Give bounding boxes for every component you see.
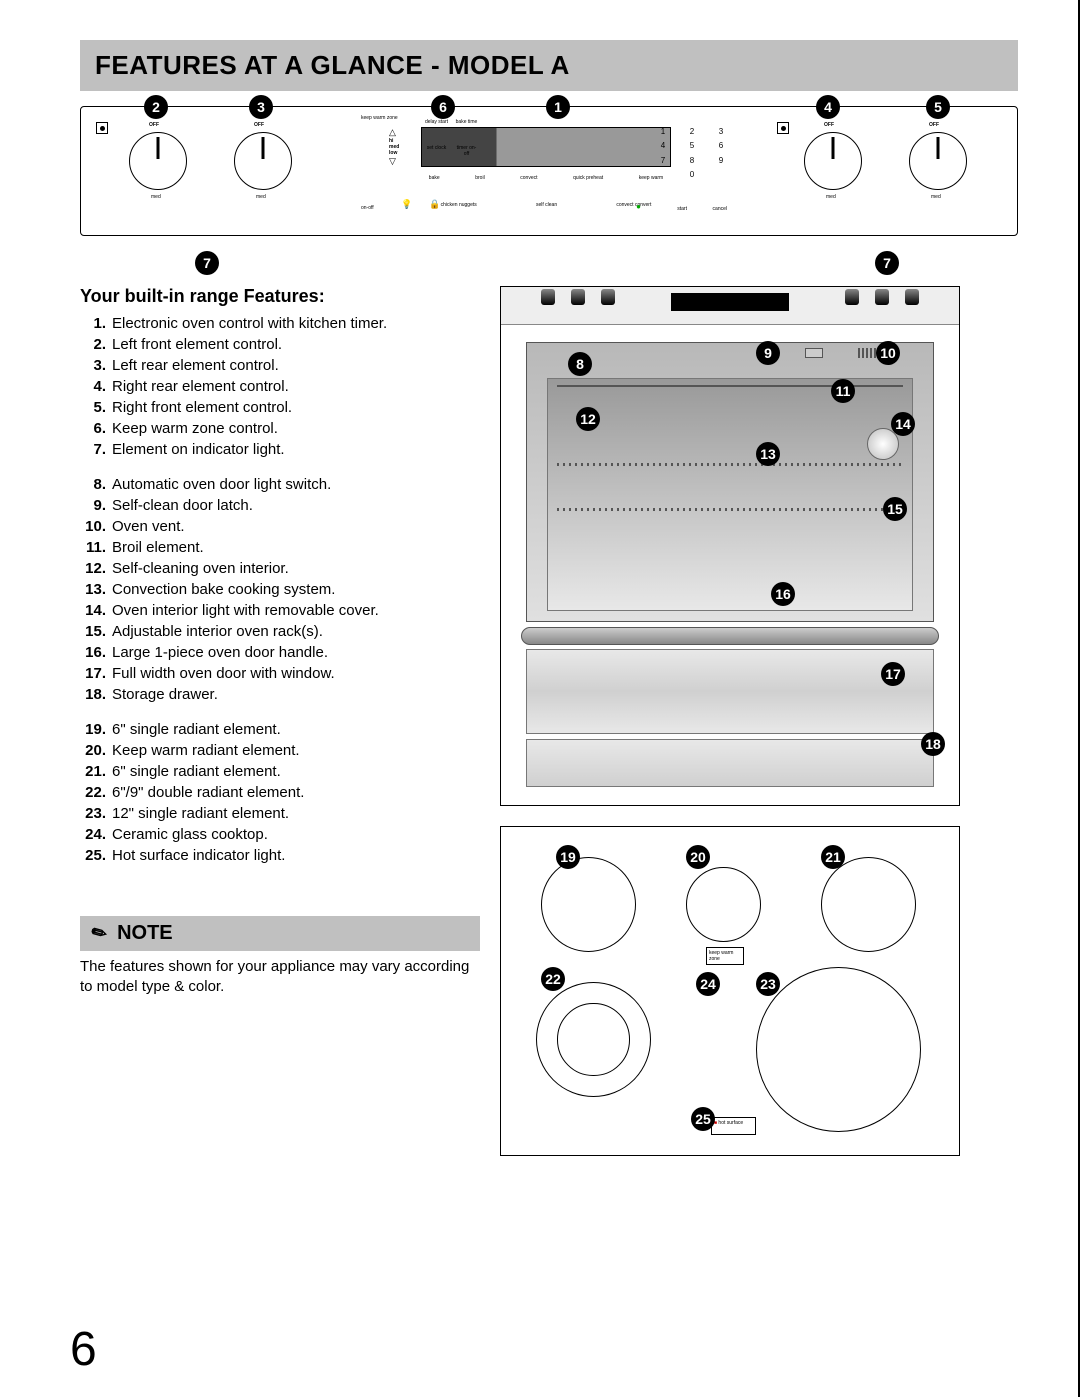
door-latch xyxy=(805,348,823,358)
burner-element xyxy=(821,857,916,952)
feature-item: 7.Element on indicator light. xyxy=(80,439,480,460)
feature-item: 21.6" single radiant element. xyxy=(80,761,480,782)
feature-item: 17.Full width oven door with window. xyxy=(80,663,480,684)
feature-item: 10.Oven vent. xyxy=(80,516,480,537)
callout-badge: 6 xyxy=(431,95,455,119)
control-knob xyxy=(129,132,187,190)
burner-element xyxy=(536,982,651,1097)
callout-badge: 2 xyxy=(144,95,168,119)
callout-badge: 9 xyxy=(756,341,780,365)
feature-item: 8.Automatic oven door light switch. xyxy=(80,474,480,495)
burner-element xyxy=(686,867,761,942)
hot-surface-box: ■ hot surface xyxy=(711,1117,756,1135)
callout-badge: 8 xyxy=(568,352,592,376)
oven-door xyxy=(526,649,934,734)
callout-badge: 15 xyxy=(883,497,907,521)
feature-item: 4.Right rear element control. xyxy=(80,376,480,397)
indicator-light xyxy=(777,122,789,134)
keep-warm-label: keep warm zone xyxy=(361,115,398,121)
feature-item: 24.Ceramic glass cooktop. xyxy=(80,824,480,845)
feature-item: 18.Storage drawer. xyxy=(80,684,480,705)
features-group-2: 8.Automatic oven door light switch.9.Sel… xyxy=(80,474,480,705)
led-green: ● xyxy=(631,202,646,211)
callout-badge: 5 xyxy=(926,95,950,119)
burner-element xyxy=(541,857,636,952)
pin-icon: ✎ xyxy=(88,921,112,947)
callout-badge: 16 xyxy=(771,582,795,606)
feature-item: 14.Oven interior light with removable co… xyxy=(80,600,480,621)
note-label: NOTE xyxy=(117,922,173,945)
feature-item: 22.6"/9" double radiant element. xyxy=(80,782,480,803)
callout-badge: 17 xyxy=(881,662,905,686)
lock-icon: 🔒 xyxy=(429,199,440,210)
feature-item: 1.Electronic oven control with kitchen t… xyxy=(80,313,480,334)
callout-badge: 11 xyxy=(831,379,855,403)
callout-badge: 7 xyxy=(875,251,899,275)
feature-item: 16.Large 1-piece oven door handle. xyxy=(80,642,480,663)
page-title: FEATURES AT A GLANCE - MODEL A xyxy=(95,50,1003,81)
light-icon: 💡 xyxy=(401,199,412,210)
callout-badge: 13 xyxy=(756,442,780,466)
door-handle xyxy=(521,627,939,645)
oven-diagram: 8 9 10 11 12 13 14 15 16 17 18 xyxy=(500,286,960,806)
feature-item: 3.Left rear element control. xyxy=(80,355,480,376)
cooktop-diagram: keep warm zone ■ hot surface 19 20 21 22 24 2… xyxy=(500,826,960,1156)
callout-badge: 3 xyxy=(249,95,273,119)
oven-rack xyxy=(557,508,903,511)
callout-badge: 12 xyxy=(576,407,600,431)
oven-top-panel xyxy=(501,287,959,325)
features-group-1: 1.Electronic oven control with kitchen t… xyxy=(80,313,480,460)
feature-item: 12.Self-cleaning oven interior. xyxy=(80,558,480,579)
callout-badge: 7 xyxy=(195,251,219,275)
callout-badge: 4 xyxy=(816,95,840,119)
control-knob xyxy=(804,132,862,190)
page-number: 6 xyxy=(70,1322,97,1377)
callout-badge: 21 xyxy=(821,845,845,869)
features-group-3: 19.6" single radiant element.20.Keep war… xyxy=(80,719,480,866)
keypad: 1234567890 xyxy=(657,125,727,183)
callout-badge: 20 xyxy=(686,845,710,869)
callout-badge: 24 xyxy=(696,972,720,996)
callout-badge: 18 xyxy=(921,732,945,756)
feature-item: 9.Self-clean door latch. xyxy=(80,495,480,516)
feature-item: 6.Keep warm zone control. xyxy=(80,418,480,439)
control-panel-diagram: 236145 OFFmedOFFmedOFFmedOFFmed keep war… xyxy=(80,106,1018,236)
oven-rack xyxy=(557,463,903,466)
control-knob xyxy=(234,132,292,190)
callout-badge: 1 xyxy=(546,95,570,119)
feature-item: 19.6" single radiant element. xyxy=(80,719,480,740)
feature-item: 20.Keep warm radiant element. xyxy=(80,740,480,761)
burner-element xyxy=(756,967,921,1132)
feature-item: 13.Convection bake cooking system. xyxy=(80,579,480,600)
note-text: The features shown for your appliance ma… xyxy=(80,951,480,1004)
callout-badge: 25 xyxy=(691,1107,715,1131)
features-subhead: Your built-in range Features: xyxy=(80,286,480,307)
control-knob xyxy=(909,132,967,190)
indicator-light xyxy=(96,122,108,134)
keep-warm-zone-label: keep warm zone xyxy=(706,947,744,965)
page-title-bar: FEATURES AT A GLANCE - MODEL A xyxy=(80,40,1018,91)
callout-badge: 19 xyxy=(556,845,580,869)
storage-drawer xyxy=(526,739,934,787)
feature-item: 5.Right front element control. xyxy=(80,397,480,418)
oven-cavity xyxy=(526,342,934,622)
callout-badge: 14 xyxy=(891,412,915,436)
callout-badge: 22 xyxy=(541,967,565,991)
feature-item: 25.Hot surface indicator light. xyxy=(80,845,480,866)
note-box: ✎ NOTE The features shown for your appli… xyxy=(80,916,480,1004)
feature-item: 15.Adjustable interior oven rack(s). xyxy=(80,621,480,642)
callout-badge: 23 xyxy=(756,972,780,996)
feature-item: 23.12" single radiant element. xyxy=(80,803,480,824)
function-row-1: bakebroilconvectquick preheatkeep warm xyxy=(411,175,681,181)
feature-item: 11.Broil element. xyxy=(80,537,480,558)
updown-arrows: △ hi med low ▽ xyxy=(389,127,399,167)
callout-badge: 10 xyxy=(876,341,900,365)
feature-item: 2.Left front element control. xyxy=(80,334,480,355)
